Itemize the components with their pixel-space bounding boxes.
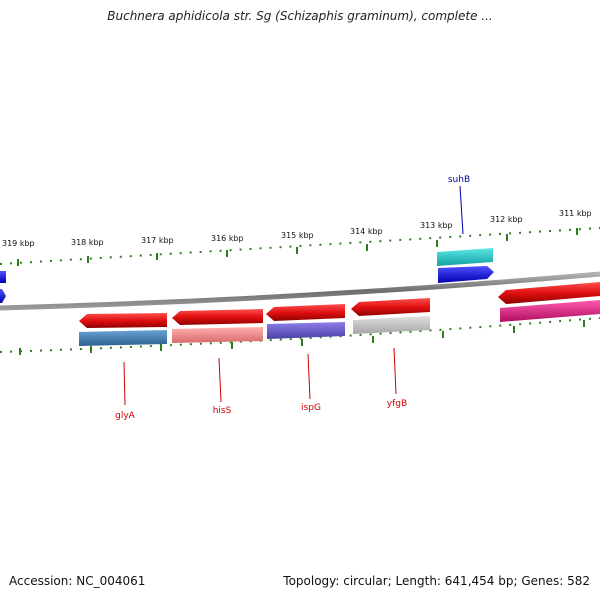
gene-arrow	[266, 304, 345, 321]
gene-label-ispG: ispG	[301, 403, 321, 413]
genome-backbone	[0, 271, 600, 311]
tick-label: 316 kbp	[211, 234, 244, 243]
tick-label: 312 kbp	[490, 215, 523, 224]
gene-label-yfgB: yfgB	[387, 399, 407, 409]
gene-arrow	[79, 313, 167, 328]
inner-major-ticks	[19, 320, 585, 355]
scale-labels: 319 kbp 318 kbp 317 kbp 316 kbp 315 kbp …	[2, 209, 592, 248]
tick-label: 314 kbp	[350, 227, 383, 236]
outer-tick-track	[0, 227, 600, 265]
gene-box	[267, 322, 345, 339]
tick-label: 315 kbp	[281, 231, 314, 240]
accession-text: Accession: NC_004061	[9, 574, 146, 588]
tick-label: 319 kbp	[2, 239, 35, 248]
gene-arrow	[438, 266, 494, 283]
gene-arrow	[498, 282, 600, 304]
gene-arrow	[0, 271, 6, 283]
tick-label: 313 kbp	[420, 221, 453, 230]
inner-tick-track	[0, 317, 600, 353]
gene-box	[79, 330, 167, 346]
gene-arrow	[351, 298, 430, 316]
gene-arrow	[0, 289, 6, 303]
map-title: Buchnera aphidicola str. Sg (Schizaphis …	[107, 9, 493, 23]
gene-arrow	[172, 309, 263, 325]
gene-label-hisS: hisS	[213, 406, 232, 416]
tick-label: 318 kbp	[71, 238, 104, 247]
tick-label: 311 kbp	[559, 209, 592, 218]
gene-label-suhB: suhB	[448, 175, 470, 185]
gene-leaders	[123, 185, 464, 406]
gene-box	[437, 248, 493, 266]
gene-label-glyA: glyA	[115, 411, 136, 421]
gene-box	[353, 316, 430, 334]
gene-box	[500, 300, 600, 322]
genome-stats-text: Topology: circular; Length: 641,454 bp; …	[283, 574, 590, 588]
gene-box	[172, 327, 263, 343]
outer-major-ticks	[17, 228, 578, 266]
tick-label: 317 kbp	[141, 236, 174, 245]
